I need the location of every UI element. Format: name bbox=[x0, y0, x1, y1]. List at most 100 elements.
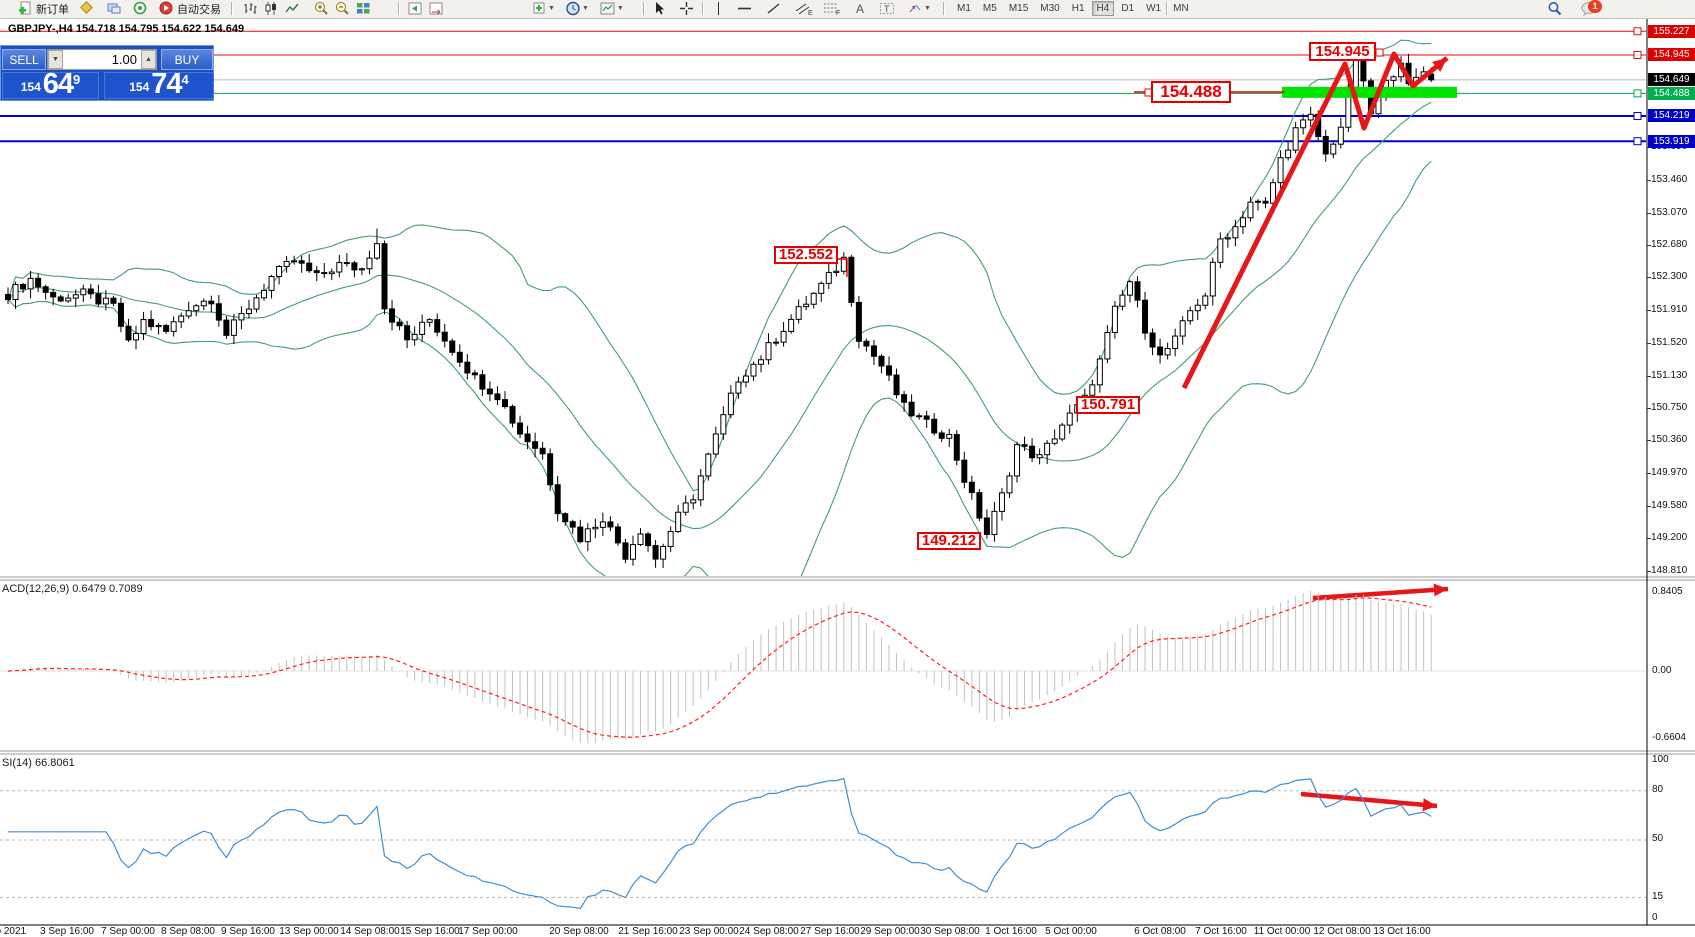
time-axis-label: 27 Sep 16:00 bbox=[800, 926, 860, 937]
sell-price-integer: 154 bbox=[20, 80, 41, 94]
text-button[interactable]: A bbox=[851, 1, 869, 17]
new-order-button[interactable]: 新订单 bbox=[16, 1, 71, 17]
time-axis-label: 6 Oct 08:00 bbox=[1134, 926, 1186, 937]
timeframe-button-h1[interactable]: H1 bbox=[1071, 3, 1085, 14]
toolbar-separator bbox=[643, 2, 645, 15]
vertical-line-button[interactable] bbox=[710, 1, 727, 17]
volume-stepper: ▼ ▲ bbox=[47, 49, 157, 70]
tile-windows-icon bbox=[357, 3, 370, 14]
market-watch-icon bbox=[80, 1, 93, 14]
indicator-tick-label: 15 bbox=[1652, 891, 1664, 902]
indicator-tick-label: 80 bbox=[1652, 784, 1664, 795]
volume-input[interactable] bbox=[63, 50, 141, 69]
candlestick-chart-icon bbox=[265, 2, 276, 15]
indicator-tick-label: -0.6604 bbox=[1652, 732, 1686, 743]
text-label-icon: T bbox=[880, 3, 894, 14]
line-chart-icon bbox=[285, 3, 299, 13]
time-axis-label: 13 Oct 16:00 bbox=[1373, 926, 1431, 937]
trendline-button[interactable] bbox=[764, 1, 783, 17]
time-axis-label: 7 Oct 16:00 bbox=[1195, 926, 1247, 937]
templates-button[interactable]: ▼ bbox=[597, 1, 626, 17]
text-label-button[interactable]: T bbox=[877, 1, 897, 17]
price-tickmark bbox=[1647, 407, 1651, 409]
zoom-in-icon bbox=[315, 2, 328, 15]
indicator-tick-label: 0 bbox=[1652, 912, 1658, 923]
indicator-tick-label: 0.8405 bbox=[1652, 586, 1683, 597]
price-tickmark bbox=[1647, 212, 1651, 214]
price-badge-154.488: 154.488 bbox=[1648, 86, 1695, 100]
cursor-button[interactable] bbox=[650, 1, 669, 17]
time-axis-label: 12 Oct 08:00 bbox=[1313, 926, 1371, 937]
time-axis-label: 23 Sep 00:00 bbox=[679, 926, 739, 937]
timeframe-button-m1[interactable]: M1 bbox=[957, 3, 971, 14]
volume-increase-button[interactable]: ▲ bbox=[141, 50, 156, 69]
buy-price-integer: 154 bbox=[129, 80, 150, 94]
tile-windows-button[interactable] bbox=[353, 1, 374, 17]
price-tickmark bbox=[1647, 245, 1651, 247]
autotrade-button[interactable]: 自动交易 bbox=[156, 1, 223, 17]
horizontal-line-icon bbox=[738, 7, 751, 10]
line-chart-button[interactable] bbox=[282, 1, 303, 17]
market-watch-button[interactable] bbox=[76, 1, 96, 17]
price-callout-154.488[interactable]: 154.488 bbox=[1151, 81, 1231, 103]
price-callout-150.791[interactable]: 150.791 bbox=[1076, 396, 1140, 414]
price-callout-154.945[interactable]: 154.945 bbox=[1309, 42, 1376, 61]
price-callout-149.212[interactable]: 149.212 bbox=[917, 532, 981, 550]
chart-shift-button[interactable] bbox=[405, 1, 426, 17]
data-window-button[interactable] bbox=[104, 1, 124, 17]
time-axis-label: 14 Sep 08:00 bbox=[340, 926, 400, 937]
time-axis-label: 7 Sep 00:00 bbox=[101, 926, 155, 937]
search-icon bbox=[1548, 2, 1562, 16]
fibonacci-button[interactable]: F bbox=[821, 1, 843, 17]
candlestick-chart-button[interactable] bbox=[261, 1, 282, 17]
price-callout-152.552[interactable]: 152.552 bbox=[774, 246, 838, 264]
timeframe-group: M1 M5 M15 M30 H1 H4 D1 W1 MN bbox=[951, 0, 1195, 17]
indicators-add-icon bbox=[533, 2, 545, 14]
timeframe-button-h4[interactable]: H4 bbox=[1091, 1, 1115, 16]
indicator-tick-label: 50 bbox=[1652, 833, 1664, 844]
time-axis-label: 13 Sep 00:00 bbox=[279, 926, 339, 937]
chevron-down-icon: ▼ bbox=[616, 5, 624, 12]
horizontal-line-button[interactable] bbox=[735, 1, 754, 17]
price-tick-label: 148.810 bbox=[1651, 564, 1688, 576]
timeframe-button-m5[interactable]: M5 bbox=[982, 3, 997, 14]
sell-price-display[interactable]: 154 64 9 bbox=[2, 70, 99, 99]
arrows-button[interactable]: ▼ bbox=[905, 1, 933, 17]
template-icon bbox=[600, 2, 615, 15]
time-axis-label: 1 Oct 16:00 bbox=[985, 926, 1037, 937]
timeframe-button-d1[interactable]: D1 bbox=[1121, 3, 1135, 14]
timeframe-button-m30[interactable]: M30 bbox=[1040, 3, 1060, 14]
price-tickmark bbox=[1647, 342, 1651, 344]
price-tickmark bbox=[1647, 537, 1651, 539]
time-axis-label: 17 Sep 00:00 bbox=[458, 926, 518, 937]
time-axis-label: 8 Sep 08:00 bbox=[161, 926, 215, 937]
equidistant-channel-button[interactable]: E bbox=[793, 1, 815, 17]
chevron-down-icon: ▼ bbox=[924, 5, 931, 12]
arrow-objects-icon bbox=[909, 4, 921, 13]
sell-button[interactable]: SELL bbox=[2, 49, 46, 70]
zoom-in-button[interactable] bbox=[311, 1, 332, 17]
time-axis-label: 29 Sep 00:00 bbox=[860, 926, 920, 937]
channel-icon: E bbox=[795, 3, 813, 16]
price-badge-155.227: 155.227 bbox=[1648, 24, 1695, 38]
chart-autoscroll-button[interactable] bbox=[426, 1, 447, 17]
indicators-button[interactable]: ▼ bbox=[530, 1, 557, 17]
navigator-icon bbox=[133, 1, 147, 15]
navigator-button[interactable] bbox=[130, 1, 150, 17]
search-button[interactable] bbox=[1545, 1, 1565, 17]
bar-chart-button[interactable] bbox=[240, 1, 261, 17]
timeframe-button-m15[interactable]: M15 bbox=[1008, 3, 1029, 14]
zoom-out-button[interactable] bbox=[332, 1, 353, 17]
crosshair-button[interactable] bbox=[677, 1, 696, 17]
buy-price-display[interactable]: 154 74 4 bbox=[104, 70, 214, 99]
toolbar-separator bbox=[943, 2, 945, 15]
buy-price-point: 4 bbox=[181, 72, 189, 87]
periods-button[interactable]: ▼ bbox=[563, 1, 591, 17]
buy-button[interactable]: BUY bbox=[161, 49, 213, 70]
indicator-tick-label: 100 bbox=[1652, 754, 1669, 765]
volume-decrease-button[interactable]: ▼ bbox=[48, 50, 63, 69]
timeframe-button-mn[interactable]: MN bbox=[1173, 3, 1189, 14]
macd-indicator-label: ACD(12,26,9) 0.6479 0.7089 bbox=[2, 583, 143, 595]
timeframe-button-w1[interactable]: W1 bbox=[1146, 3, 1162, 14]
